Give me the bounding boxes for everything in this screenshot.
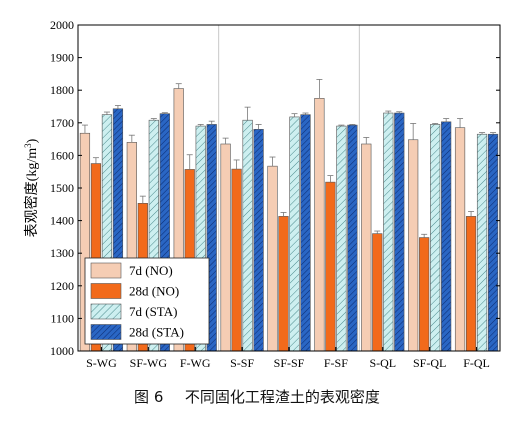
legend-label-0: 7d (NO) [129, 263, 173, 278]
bar-s-sf-series-0 [220, 143, 231, 352]
bar-sf-sf-series-1 [278, 216, 289, 352]
figure-caption: 图 6 不同固化工程渣土的表观密度 [0, 386, 514, 407]
legend: 7d (NO) 28d (NO) 7d (STA) 28d (STA) [84, 257, 210, 345]
bar-f-ql-series-1 [465, 216, 477, 352]
legend-swatch-2 [90, 303, 122, 320]
x-tick-label-2: F-WG [180, 356, 211, 370]
legend-label-1: 28d (NO) [129, 284, 179, 299]
y-tick-label-8: 1800 [50, 83, 74, 97]
bar-sf-ql-series-0 [408, 139, 419, 352]
bar-sf-ql-series-3 [441, 121, 452, 352]
x-tick-label-8: F-QL [463, 356, 490, 370]
y-tick-label-10: 2000 [50, 18, 74, 32]
y-tick-label-6: 1600 [50, 148, 74, 162]
y-tick-label-1: 1100 [50, 311, 74, 325]
legend-swatch-3 [90, 324, 122, 340]
y-axis-label: 表观密度(kg/m3) [23, 138, 40, 237]
y-axis-label-text: 表观密度 [23, 181, 40, 237]
x-tick-label-6: S-QL [369, 356, 396, 370]
bar-s-ql-series-0 [361, 143, 372, 352]
x-tick-label-3: S-SF [230, 356, 254, 370]
y-tick-label-2: 1200 [50, 279, 74, 293]
bar-sf-ql-series-2 [430, 124, 441, 352]
figure-caption-text: 不同固化工程渣土的表观密度 [184, 388, 380, 406]
x-tick-label-0: S-WG [86, 356, 117, 370]
legend-label-2: 7d (STA) [129, 304, 177, 319]
y-axis-label-unit-close: ) [25, 138, 40, 143]
y-tick-label-4: 1400 [50, 214, 74, 228]
y-axis-label-unit: (kg/m [25, 148, 40, 182]
bar-f-sf-series-3 [347, 124, 358, 352]
x-tick-label-7: SF-QL [413, 356, 446, 370]
bar-s-sf-series-1 [231, 168, 242, 352]
legend-swatch-1 [90, 283, 122, 299]
y-axis-label-unit-sup: 3 [23, 143, 33, 148]
legend-label-3: 28d (STA) [129, 325, 184, 340]
bar-f-sf-series-0 [314, 98, 325, 352]
x-tick-label-1: SF-WG [130, 356, 168, 370]
figure-caption-label: 图 6 [134, 388, 164, 406]
x-tick-label-5: F-SF [324, 356, 348, 370]
y-tick-label-3: 1300 [50, 246, 74, 260]
x-tick-label-4: SF-SF [274, 356, 305, 370]
bar-sf-ql-series-1 [419, 237, 430, 352]
y-tick-label-9: 1900 [50, 51, 74, 65]
bar-f-sf-series-2 [336, 125, 347, 352]
bar-s-ql-series-1 [372, 233, 383, 352]
bar-f-sf-series-1 [325, 181, 336, 352]
bar-sf-sf-series-0 [267, 165, 278, 352]
bar-s-ql-series-3 [394, 112, 405, 352]
bar-s-ql-series-2 [383, 112, 394, 352]
bar-s-sf-series-3 [253, 129, 264, 352]
y-tick-label-7: 1700 [50, 116, 74, 130]
y-tick-label-5: 1500 [50, 181, 74, 195]
legend-swatch-0 [90, 262, 122, 279]
bar-s-sf-series-2 [242, 119, 253, 352]
bar-f-ql-series-0 [454, 127, 466, 352]
bar-sf-sf-series-3 [300, 114, 311, 352]
y-tick-label-0: 1000 [50, 344, 74, 358]
bar-f-ql-series-2 [476, 133, 488, 352]
bar-sf-sf-series-2 [289, 116, 300, 352]
